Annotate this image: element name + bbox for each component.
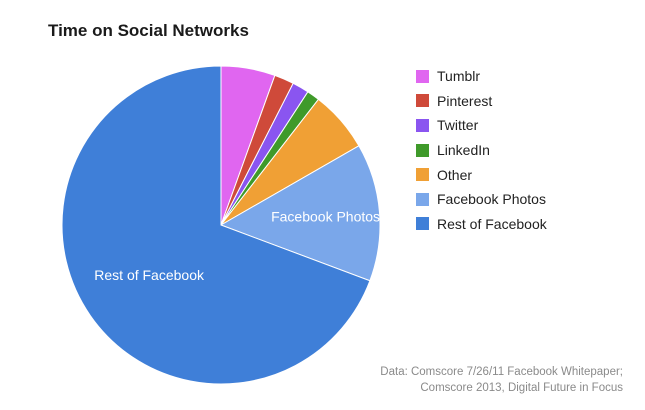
legend-item-twitter: Twitter xyxy=(416,113,547,138)
legend-item-rest-of-facebook: Rest of Facebook xyxy=(416,212,547,237)
pie-slice-rest-of-facebook xyxy=(61,65,371,385)
legend-label: Twitter xyxy=(437,117,479,134)
legend-swatch xyxy=(416,69,429,83)
legend-label: LinkedIn xyxy=(437,142,490,159)
legend-swatch xyxy=(416,168,429,182)
legend-swatch xyxy=(416,143,429,157)
legend-item-other: Other xyxy=(416,162,547,187)
legend-label: Tumblr xyxy=(437,68,481,85)
chart-title: Time on Social Networks xyxy=(48,21,249,40)
source-note: Data: Comscore 7/26/11 Facebook Whitepap… xyxy=(380,364,623,396)
legend-label: Other xyxy=(437,166,473,183)
source-line-1: Data: Comscore 7/26/11 Facebook Whitepap… xyxy=(380,366,623,378)
slice-label-rest-of-facebook: Rest of Facebook xyxy=(94,267,205,283)
source-line-2: Comscore 2013, Digital Future in Focus xyxy=(420,382,623,394)
legend-label: Pinterest xyxy=(437,92,493,109)
legend-label: Rest of Facebook xyxy=(437,215,547,232)
legend-item-facebook-photos: Facebook Photos xyxy=(416,187,547,212)
slice-label-facebook-photos: Facebook Photos xyxy=(271,208,380,224)
legend-swatch xyxy=(416,217,429,231)
legend-swatch xyxy=(416,192,429,206)
pie-slice-facebook-photos xyxy=(219,145,381,282)
legend-swatch xyxy=(416,94,429,108)
legend-swatch xyxy=(416,118,429,132)
legend-item-pinterest: Pinterest xyxy=(416,89,547,114)
legend: Tumblr Pinterest Twitter LinkedIn Other Faceb… xyxy=(416,64,547,236)
legend-label: Facebook Photos xyxy=(437,191,546,208)
legend-item-tumblr: Tumblr xyxy=(416,64,547,89)
legend-item-linkedin: LinkedIn xyxy=(416,138,547,163)
